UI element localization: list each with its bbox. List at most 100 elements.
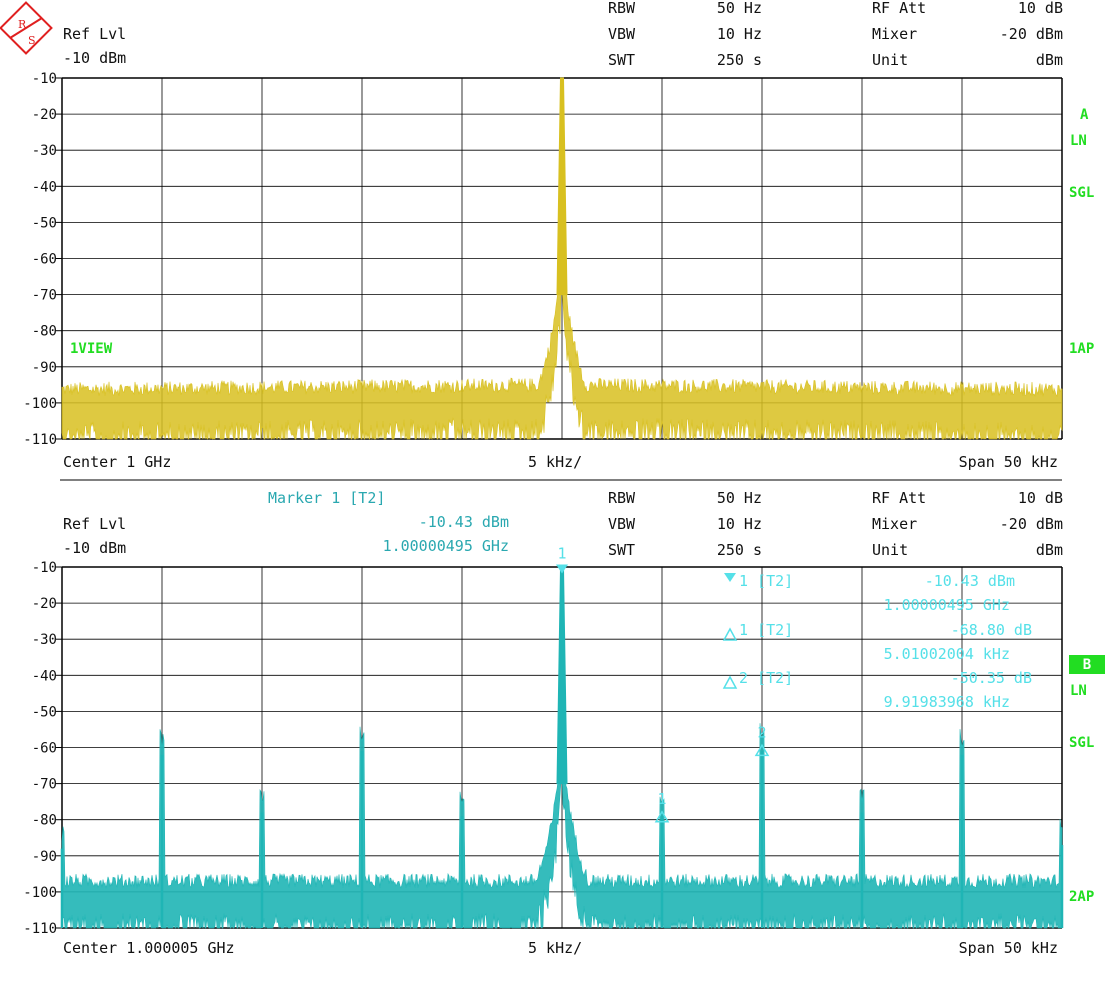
mixer-label: Mixer (872, 25, 917, 43)
view-indicator: 1VIEW (70, 341, 113, 357)
y-tick-label: -20 (32, 596, 57, 612)
y-tick-label: -50 (32, 704, 57, 720)
y-tick-label: -90 (32, 360, 57, 376)
bottom-div-label: 5 kHz/ (528, 939, 582, 957)
marker-row-3-value: -50.35 dB (951, 669, 1032, 687)
marker-row-1-freq: 1.00000495 GHz (884, 596, 1010, 614)
top-y-axis-ticks: -10 -20 -30 -40 -50 -60 -70 -80 -90 -100 -110 (23, 71, 62, 448)
top-span-label: Span 50 kHz (959, 453, 1058, 471)
vbw-value-b: 10 Hz (717, 515, 762, 533)
marker-flag-label: 1 (657, 790, 666, 808)
unit-label: Unit (872, 51, 908, 69)
vbw-label: VBW (608, 25, 636, 43)
y-tick-label: -100 (23, 885, 57, 901)
y-tick-label: -50 (32, 215, 57, 231)
carrier-peak (556, 568, 568, 785)
marker-1-triangle-icon (556, 564, 568, 574)
marker-flag-label: 1 (557, 545, 566, 563)
bottom-sgl-indicator: SGL (1069, 735, 1094, 751)
y-tick-label: -10 (32, 71, 57, 87)
ref-lvl-value-b: -10 dBm (63, 539, 126, 557)
y-tick-label: -10 (32, 560, 57, 576)
marker-title: Marker 1 [T2] (268, 489, 385, 507)
vbw-label-b: VBW (608, 515, 636, 533)
carrier-peak (556, 77, 568, 296)
swt-label-b: SWT (608, 541, 635, 559)
unit-value-b: dBm (1036, 541, 1063, 559)
marker-table: 1 [T2] -10.43 dBm 1.00000495 GHz 1 [T2] … (722, 572, 1032, 711)
swt-value: 250 s (717, 51, 762, 69)
rf-att-label-b: RF Att (872, 489, 926, 507)
bottom-trace-b (60, 568, 1064, 930)
swt-label: SWT (608, 51, 635, 69)
marker-1-indicator-icon (724, 573, 736, 582)
y-tick-label: -80 (32, 813, 57, 829)
marker-row-2-value: -68.80 dB (951, 621, 1032, 639)
bottom-markers: 1 1 2 (556, 545, 770, 823)
marker-flag-label: 2 (757, 723, 766, 741)
y-tick-label: -70 (32, 288, 57, 304)
rf-att-label: RF Att (872, 0, 926, 17)
bottom-y-axis-ticks: -10 -20 -30 -40 -50 -60 -70 -80 -90 -100 -110 (23, 560, 62, 937)
marker-row-2-freq: 5.01002004 kHz (884, 645, 1010, 663)
rohde-schwarz-logo: R S (0, 1, 53, 55)
vbw-value: 10 Hz (717, 25, 762, 43)
mixer-label-b: Mixer (872, 515, 917, 533)
rf-att-value-b: 10 dB (1018, 489, 1063, 507)
y-tick-label: -80 (32, 324, 57, 340)
trace-b-badge (1069, 655, 1105, 674)
bottom-ln-indicator: LN (1070, 683, 1087, 699)
top-center-label: Center 1 GHz (63, 453, 171, 471)
marker-row-1-id: 1 [T2] (739, 572, 793, 590)
mixer-value: -20 dBm (1000, 25, 1063, 43)
y-tick-label: -30 (32, 632, 57, 648)
rbw-label: RBW (608, 0, 636, 17)
trace-a-fill (61, 226, 1063, 441)
y-tick-label: -100 (23, 396, 57, 412)
top-div-label: 5 kHz/ (528, 453, 582, 471)
delta-marker-triangle-icon (654, 810, 670, 823)
y-tick-label: -20 (32, 107, 57, 123)
bottom-span-label: Span 50 kHz (959, 939, 1058, 957)
y-tick-label: -110 (23, 432, 57, 448)
bottom-center-label: Center 1.000005 GHz (63, 939, 235, 957)
bottom-2ap-indicator: 2AP (1069, 889, 1094, 905)
ref-lvl-value: -10 dBm (63, 49, 126, 67)
marker-row-2-id: 1 [T2] (739, 621, 793, 639)
svg-text:S: S (28, 34, 36, 47)
y-tick-label: -70 (32, 777, 57, 793)
delta-2-indicator-icon (722, 675, 738, 689)
top-sgl-indicator: SGL (1069, 185, 1094, 201)
y-tick-label: -90 (32, 849, 57, 865)
marker-row-3-id: 2 [T2] (739, 669, 793, 687)
y-tick-label: -40 (32, 668, 57, 684)
unit-value: dBm (1036, 51, 1063, 69)
trace-a-indicator: A (1080, 107, 1089, 123)
y-tick-label: -60 (32, 741, 57, 757)
rbw-value: 50 Hz (717, 0, 762, 17)
rbw-value-b: 50 Hz (717, 489, 762, 507)
y-tick-label: -60 (32, 252, 57, 268)
rf-att-value: 10 dB (1018, 0, 1063, 17)
y-tick-label: -110 (23, 921, 57, 937)
marker-level: -10.43 dBm (419, 513, 509, 531)
unit-label-b: Unit (872, 541, 908, 559)
marker-row-3-freq: 9.91983968 kHz (884, 693, 1010, 711)
top-trace-a (61, 77, 1063, 441)
marker-frequency: 1.00000495 GHz (383, 537, 509, 555)
marker-row-1-value: -10.43 dBm (925, 572, 1015, 590)
rbw-label-b: RBW (608, 489, 636, 507)
mixer-value-b: -20 dBm (1000, 515, 1063, 533)
delta-1-indicator-icon (722, 627, 738, 641)
y-tick-label: -30 (32, 143, 57, 159)
y-tick-label: -40 (32, 179, 57, 195)
ref-lvl-label: Ref Lvl (63, 25, 126, 43)
svg-text:R: R (18, 18, 27, 31)
top-ln-indicator: LN (1070, 133, 1087, 149)
swt-value-b: 250 s (717, 541, 762, 559)
trace-b-indicator: B (1083, 657, 1091, 673)
top-1ap-indicator: 1AP (1069, 341, 1094, 357)
delta-marker-triangle-icon (754, 743, 770, 757)
ref-lvl-label-b: Ref Lvl (63, 515, 126, 533)
